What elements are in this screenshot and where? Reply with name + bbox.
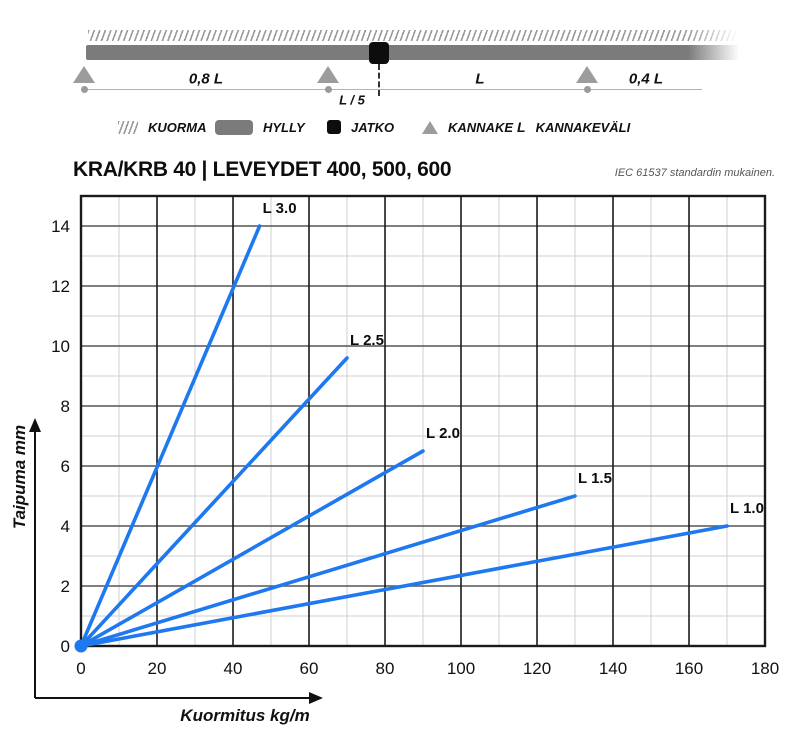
series-line xyxy=(79,449,425,648)
joint-dashed-line xyxy=(378,64,380,96)
series-label: L 1.5 xyxy=(578,470,612,487)
y-axis-label: Taipuma mm xyxy=(10,424,29,530)
support-icon xyxy=(73,66,95,83)
span-label-04L: 0,4 L xyxy=(628,70,664,88)
legend-label: HYLLY xyxy=(263,119,305,135)
series-line xyxy=(79,494,577,648)
support-icon xyxy=(576,66,598,83)
x-tick-label: 120 xyxy=(523,659,551,678)
page-title: KRA/KRB 40 | LEVEYDET 400, 500, 600 xyxy=(73,158,452,181)
y-tick-label: 10 xyxy=(51,337,70,356)
legend-label: KUORMA xyxy=(148,119,207,135)
x-tick-label: 80 xyxy=(376,659,395,678)
joint-icon xyxy=(369,42,389,64)
span-label-08L: 0,8 L xyxy=(188,70,224,88)
origin-dot xyxy=(74,639,88,653)
legend-item-kannakevali: L KANNAKEVÄLI xyxy=(517,110,630,144)
legend: KUORMA HYLLY JATKO KANNAKE L KANNAKEVÄLI xyxy=(0,110,800,144)
dimension-dot xyxy=(81,86,88,93)
support-icon xyxy=(317,66,339,83)
beam-fade xyxy=(688,26,748,64)
legend-item-hylly: HYLLY xyxy=(215,110,305,144)
x-tick-label: 140 xyxy=(599,659,627,678)
legend-item-kannake: KANNAKE xyxy=(422,110,513,144)
y-tick-label: 2 xyxy=(61,577,70,596)
series-line xyxy=(79,356,349,648)
legend-item-jatko: JATKO xyxy=(327,110,394,144)
x-tick-label: 100 xyxy=(447,659,475,678)
dimension-dot xyxy=(325,86,332,93)
load-hatch-icon xyxy=(118,120,138,134)
x-tick-label: 180 xyxy=(751,659,779,678)
joint-icon xyxy=(327,120,341,134)
series-line xyxy=(79,224,262,648)
series-label: L 2.5 xyxy=(350,332,384,349)
chart-header: KRA/KRB 40 | LEVEYDET 400, 500, 600 IEC … xyxy=(0,152,800,186)
load-hatch-icon xyxy=(88,30,745,41)
span-length-symbol: L xyxy=(517,119,526,135)
standard-note: IEC 61537 standardin mukainen. xyxy=(614,167,775,179)
y-tick-label: 12 xyxy=(51,277,70,296)
y-tick-label: 0 xyxy=(61,637,70,656)
x-tick-label: 20 xyxy=(148,659,167,678)
shelf-beam xyxy=(86,45,745,60)
x-tick-label: 0 xyxy=(76,659,85,678)
legend-label: KANNAKE xyxy=(448,119,513,135)
support-icon xyxy=(422,120,438,134)
y-tick-label: 6 xyxy=(61,457,70,476)
x-tick-label: 160 xyxy=(675,659,703,678)
y-tick-label: 14 xyxy=(51,217,70,236)
y-axis-arrowhead xyxy=(29,418,41,432)
y-tick-label: 4 xyxy=(61,517,70,536)
legend-label: KANNAKEVÄLI xyxy=(535,119,631,135)
dimension-line xyxy=(84,89,702,90)
span-label-L: L xyxy=(475,70,485,88)
shelf-icon xyxy=(215,119,253,135)
x-axis-arrowhead xyxy=(309,692,323,704)
series-label: L 2.0 xyxy=(426,425,460,442)
x-axis-label: Kuormitus kg/m xyxy=(180,706,310,725)
x-tick-label: 40 xyxy=(224,659,243,678)
y-tick-label: 8 xyxy=(61,397,70,416)
series-label: L 1.0 xyxy=(730,500,764,517)
series-label: L 3.0 xyxy=(263,200,297,217)
plot-frame xyxy=(79,194,767,648)
chart-canvas: L 3.0L 2.5L 2.0L 1.5L 1.00 20 40 60 80 100 120… xyxy=(29,194,779,704)
legend-label: JATKO xyxy=(351,119,395,135)
span-label-L5: L / 5 xyxy=(339,92,365,108)
deflection-chart: L 3.0 L 2.5 L 2.0 L 1.5 L 1.0 0 20 40 60 80 100 120… xyxy=(0,186,800,736)
beam-schematic: 0,8 L L / 5 L 0,4 L xyxy=(0,0,800,108)
series-line xyxy=(79,524,729,648)
legend-item-kuorma: KUORMA xyxy=(118,110,207,144)
x-tick-label: 60 xyxy=(300,659,319,678)
dimension-dot xyxy=(584,86,591,93)
